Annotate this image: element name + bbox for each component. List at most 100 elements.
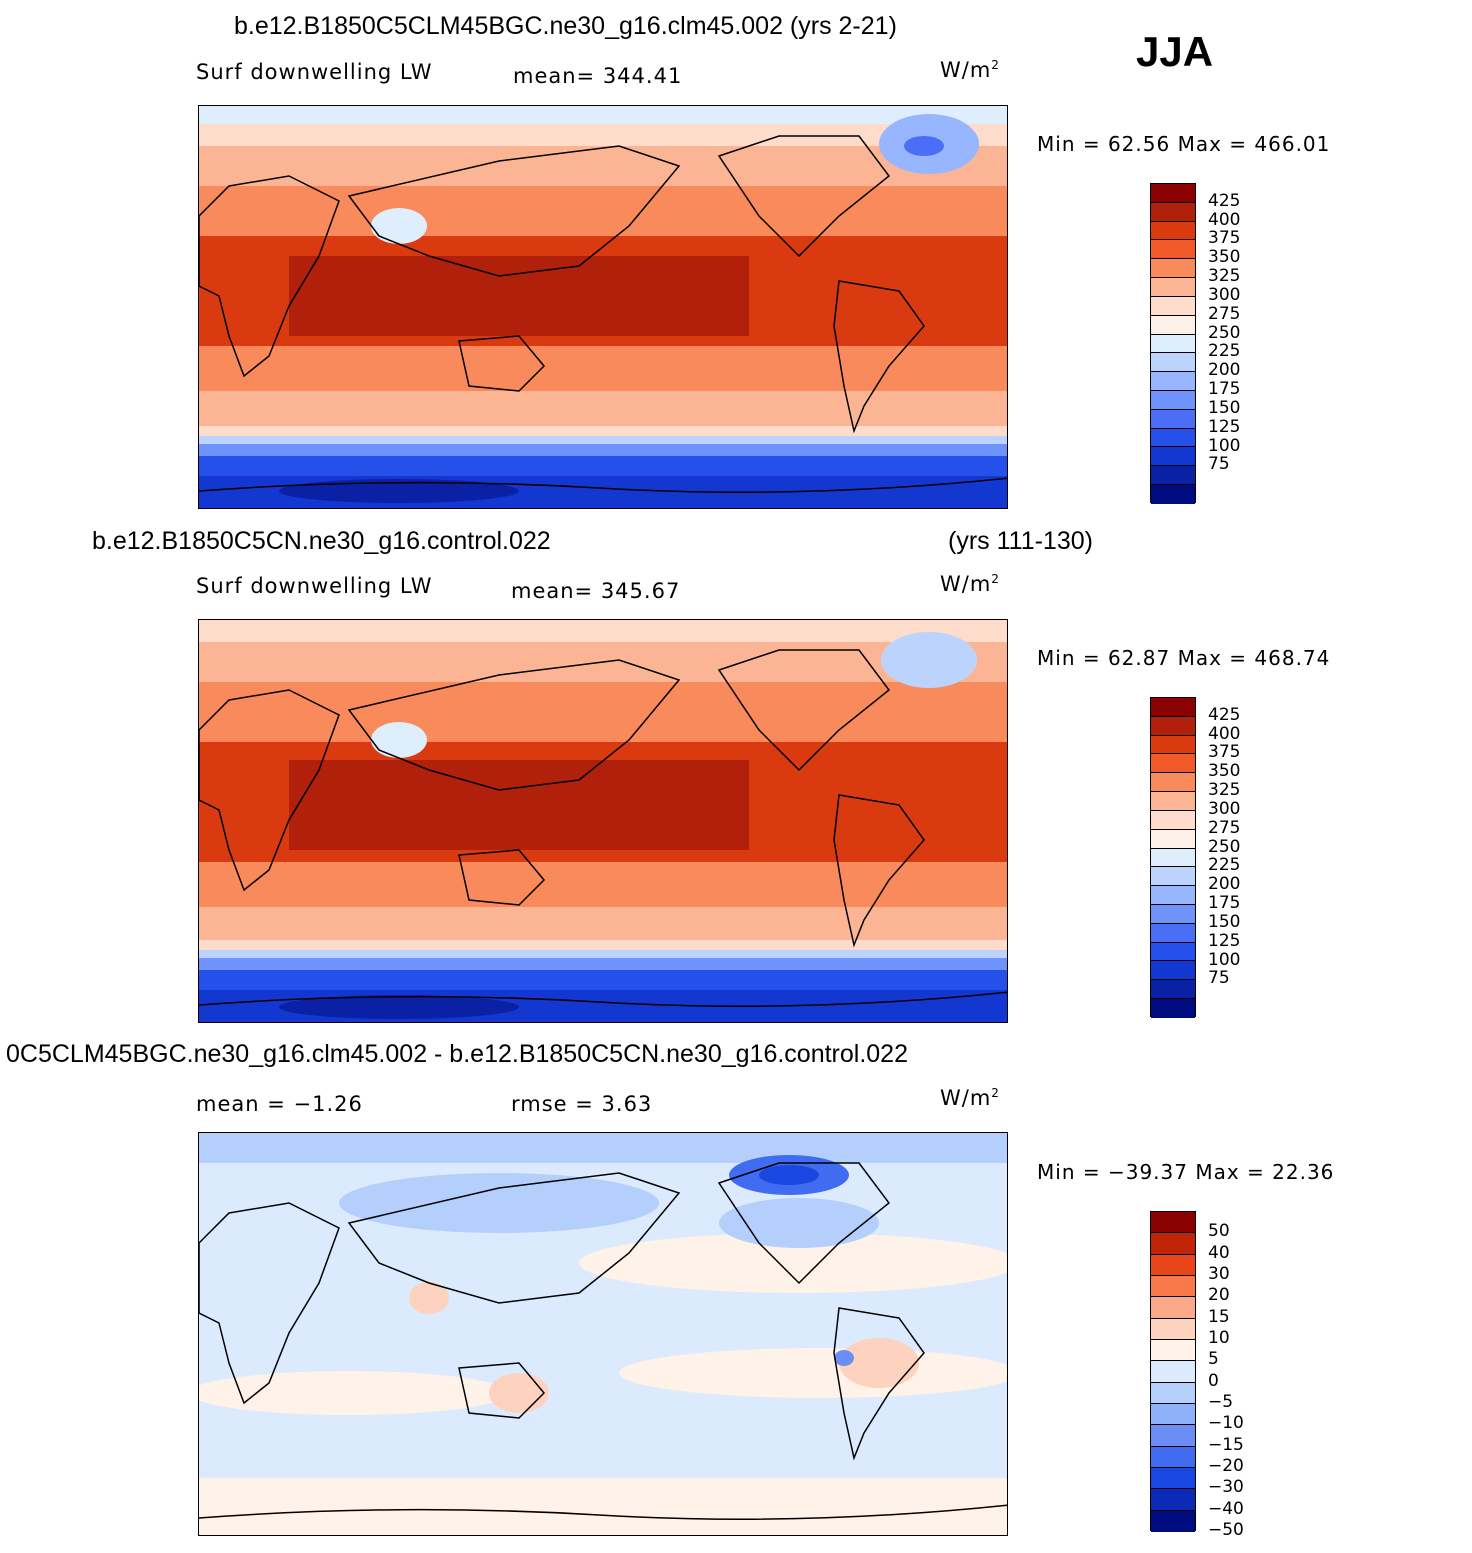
colorbar-tick-label: 300 (1208, 284, 1241, 305)
colorbar-swatch (1151, 886, 1195, 905)
colorbar-tick-label: 5 (1208, 1349, 1219, 1370)
colorbar-swatch (1151, 1446, 1195, 1468)
colorbar-swatch (1151, 1275, 1195, 1298)
panel2-map (198, 619, 1008, 1023)
colorbar-tick-label: 125 (1208, 930, 1241, 951)
colorbar-tick-label: 350 (1208, 761, 1241, 782)
colorbar-tick-label: −5 (1208, 1392, 1234, 1412)
colorbar-swatch (1151, 259, 1195, 279)
colorbar-tick-label: 350 (1208, 247, 1241, 268)
panel2-units: W/m2 (940, 572, 1000, 596)
colorbar-swatch (1151, 848, 1195, 868)
colorbar-tick-label: 150 (1208, 397, 1241, 418)
colorbar-tick-label: 225 (1208, 341, 1241, 362)
colorbar-swatch (1151, 315, 1195, 335)
panel1-units: W/m2 (940, 58, 1000, 82)
panel3-units: W/m2 (940, 1086, 1000, 1110)
colorbar-tick-label: 250 (1208, 836, 1241, 857)
colorbar-tick-label: −10 (1208, 1413, 1244, 1434)
colorbar-swatch (1151, 447, 1195, 467)
colorbar-swatch (1151, 810, 1195, 830)
colorbar-swatch (1151, 202, 1195, 222)
colorbar-swatch (1151, 735, 1195, 755)
season-label: JJA (1136, 28, 1214, 75)
colorbar-swatch (1151, 1467, 1195, 1490)
panel2-years: (yrs 111-130) (948, 527, 1093, 555)
colorbar-tick-label: 400 (1208, 723, 1241, 744)
colorbar-tick-label: 30 (1208, 1264, 1230, 1284)
panel2-title: b.e12.B1850C5CN.ne30_g16.control.022 (92, 527, 551, 555)
colorbar-tick-label: 200 (1208, 874, 1241, 895)
colorbar-swatch (1151, 390, 1195, 410)
panel3-rmse: rmse = 3.63 (511, 1092, 653, 1116)
panel1-variable-label: Surf downwelling LW (196, 60, 433, 84)
colorbar-swatch (1151, 334, 1195, 354)
colorbar-tick-label: 325 (1208, 266, 1241, 287)
colorbar-swatch (1151, 698, 1195, 717)
colorbar-tick-label: 75 (1208, 454, 1230, 475)
colorbar-tick-label: −20 (1208, 1456, 1244, 1476)
colorbar-swatch (1151, 773, 1195, 793)
colorbar-swatch (1151, 961, 1195, 981)
colorbar-tick-label: 125 (1208, 416, 1241, 437)
colorbar-swatch (1151, 428, 1195, 448)
colorbar-tick-label: 400 (1208, 209, 1241, 230)
colorbar-tick-label: 275 (1208, 303, 1241, 324)
panel1-minmax: Min = 62.56 Max = 466.01 (1037, 132, 1331, 156)
colorbar-swatch (1151, 296, 1195, 316)
colorbar-tick-label: 175 (1208, 379, 1241, 400)
colorbar-swatch (1151, 1212, 1195, 1234)
colorbar-swatch (1151, 353, 1195, 373)
colorbar-swatch (1151, 240, 1195, 260)
panel3-map (198, 1132, 1008, 1536)
panel3-colorbar (1150, 1211, 1196, 1532)
colorbar-swatch (1151, 1382, 1195, 1404)
colorbar-swatch (1151, 1318, 1195, 1340)
colorbar-tick-label: 300 (1208, 798, 1241, 819)
colorbar-swatch (1151, 1510, 1195, 1532)
colorbar-tick-label: 100 (1208, 435, 1241, 456)
colorbar-swatch (1151, 278, 1195, 297)
panel3-map-svg (199, 1133, 1007, 1535)
panel1-colorbar (1150, 183, 1196, 504)
colorbar-tick-label: 325 (1208, 780, 1241, 801)
colorbar-swatch (1151, 1489, 1195, 1511)
colorbar-swatch (1151, 466, 1195, 485)
panel2-variable-label: Surf downwelling LW (196, 574, 433, 598)
colorbar-tick-label: −30 (1208, 1477, 1244, 1498)
colorbar-tick-label: 20 (1208, 1285, 1230, 1306)
colorbar-tick-label: 225 (1208, 855, 1241, 876)
panel2-map-svg (199, 620, 1007, 1022)
panel1-map (198, 105, 1008, 509)
panel2-colorbar (1150, 697, 1196, 1018)
colorbar-swatch (1151, 1297, 1195, 1319)
panel1-title: b.e12.B1850C5CLM45BGC.ne30_g16.clm45.002… (234, 12, 897, 40)
colorbar-swatch (1151, 1425, 1195, 1447)
panel2-minmax: Min = 62.87 Max = 468.74 (1037, 646, 1331, 670)
panel1-map-svg (199, 106, 1007, 508)
colorbar-tick-label: 425 (1208, 704, 1241, 725)
colorbar-tick-label: 10 (1208, 1328, 1230, 1348)
colorbar-tick-label: 375 (1208, 228, 1241, 249)
colorbar-swatch (1151, 942, 1195, 962)
colorbar-swatch (1151, 980, 1195, 999)
colorbar-swatch (1151, 923, 1195, 943)
panel3-title: 0C5CLM45BGC.ne30_g16.clm45.002 - b.e12.B… (6, 1040, 908, 1068)
colorbar-tick-label: 375 (1208, 742, 1241, 763)
panel1-mean: mean= 344.41 (513, 64, 683, 88)
colorbar-swatch (1151, 1233, 1195, 1255)
colorbar-swatch (1151, 1339, 1195, 1362)
colorbar-tick-label: 200 (1208, 360, 1241, 381)
colorbar-swatch (1151, 999, 1195, 1018)
colorbar-tick-label: 150 (1208, 911, 1241, 932)
colorbar-swatch (1151, 716, 1195, 736)
colorbar-tick-label: −50 (1208, 1520, 1244, 1540)
colorbar-swatch (1151, 1254, 1195, 1276)
colorbar-tick-label: −15 (1208, 1434, 1244, 1455)
colorbar-swatch (1151, 372, 1195, 391)
colorbar-tick-label: 100 (1208, 949, 1241, 970)
colorbar-tick-label: 275 (1208, 817, 1241, 838)
colorbar-swatch (1151, 754, 1195, 774)
panel2-mean: mean= 345.67 (511, 579, 681, 603)
colorbar-swatch (1151, 792, 1195, 811)
